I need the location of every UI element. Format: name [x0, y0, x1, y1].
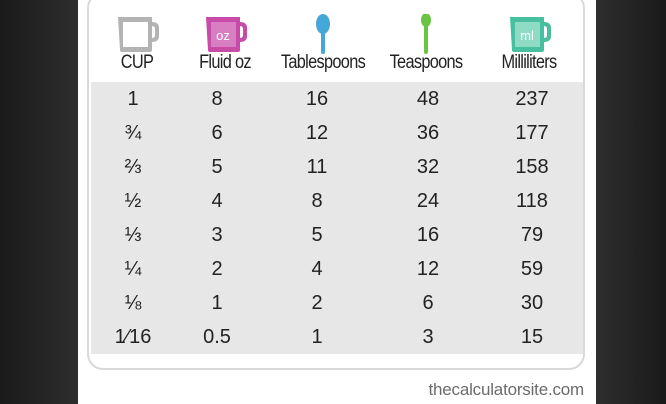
column-label: Teaspoons [389, 52, 464, 73]
table-cell: 79 [520, 224, 544, 246]
table-cell: 1 [211, 292, 223, 314]
table-cell: 6 [422, 292, 434, 314]
table-cell: 59 [520, 258, 544, 280]
table-row: ⅔ 5 11 32 158 [91, 150, 583, 186]
conversion-panel: CUP oz Fluid oz Tablespoons [78, 0, 596, 404]
table-row: ¾ 6 12 36 177 [91, 116, 583, 152]
table-cell: 3 [422, 326, 434, 348]
table-cell: 15 [520, 326, 544, 348]
tablespoon-icon [316, 14, 330, 54]
table-cell: 5 [311, 224, 323, 246]
table-cell: 158 [515, 156, 549, 178]
table-cell: 6 [211, 122, 223, 144]
column-label: CUP [120, 52, 154, 73]
table-cell: 4 [311, 258, 323, 280]
column-header-cup: CUP [99, 0, 175, 89]
table-cell: 177 [515, 122, 549, 144]
measuring-cup-ml-icon: ml [510, 17, 551, 52]
table-cell: 1 [127, 88, 139, 110]
table-cell: 8 [211, 88, 223, 110]
table-cell: 24 [416, 190, 440, 212]
teaspoon-icon [421, 14, 431, 54]
table-cell: 3 [211, 224, 223, 246]
table-row: ½ 4 8 24 118 [91, 184, 583, 220]
table-row: 1⁄16 0.5 1 3 15 [91, 320, 583, 356]
column-label: Milliliters [501, 52, 557, 73]
table-cell: 16 [305, 88, 329, 110]
table-cell: 16 [416, 224, 440, 246]
column-header-fluid-oz: oz Fluid oz [184, 0, 266, 89]
table-cell: 36 [416, 122, 440, 144]
column-header-milliliters: ml Milliliters [484, 0, 574, 89]
table-cell: ¼ [124, 258, 142, 280]
table-cell: 2 [211, 258, 223, 280]
table-cell: 2 [311, 292, 323, 314]
measuring-cup-oz-icon: oz [206, 17, 247, 52]
table-row: ¼ 2 4 12 59 [91, 252, 583, 288]
table-cell: ⅛ [124, 292, 142, 314]
table-cell: ½ [124, 190, 142, 212]
background-left [0, 0, 78, 404]
table-row: ⅛ 1 2 6 30 [91, 286, 583, 322]
table-cell: 8 [311, 190, 323, 212]
conversion-table-card: CUP oz Fluid oz Tablespoons [87, 0, 585, 370]
table-cell: 118 [516, 190, 548, 212]
table-row: 1 8 16 48 237 [91, 82, 583, 118]
column-header-teaspoons: Teaspoons [381, 0, 471, 89]
table-cell: 1 [311, 326, 323, 348]
table-cell: 30 [520, 292, 544, 314]
column-header-tablespoons: Tablespoons [273, 0, 373, 89]
table-cell: 12 [305, 122, 329, 144]
table-cell: 12 [416, 258, 440, 280]
table-cell: 0.5 [203, 326, 231, 348]
table-header: CUP oz Fluid oz Tablespoons [89, 0, 583, 89]
column-label: Tablespoons [280, 52, 366, 73]
table-cell: 1⁄16 [114, 326, 152, 348]
oz-icon-label: oz [216, 28, 230, 43]
table-row: ⅓ 3 5 16 79 [91, 218, 583, 254]
table-cell: 4 [211, 190, 223, 212]
table-cell: 48 [416, 88, 440, 110]
table-cell: ¾ [124, 122, 142, 144]
ml-icon-label: ml [520, 28, 534, 43]
site-watermark: thecalculatorsite.com [428, 380, 585, 399]
table-cell: 32 [416, 156, 440, 178]
table-cell: ⅓ [124, 224, 142, 246]
table-cell: 5 [211, 156, 223, 178]
table-cell: 237 [515, 88, 549, 110]
column-label: Fluid oz [199, 52, 251, 73]
table-cell: ⅔ [124, 156, 142, 178]
table-cell: 11 [306, 156, 328, 178]
measuring-cup-gray-icon [118, 17, 159, 52]
background-right [596, 0, 666, 404]
